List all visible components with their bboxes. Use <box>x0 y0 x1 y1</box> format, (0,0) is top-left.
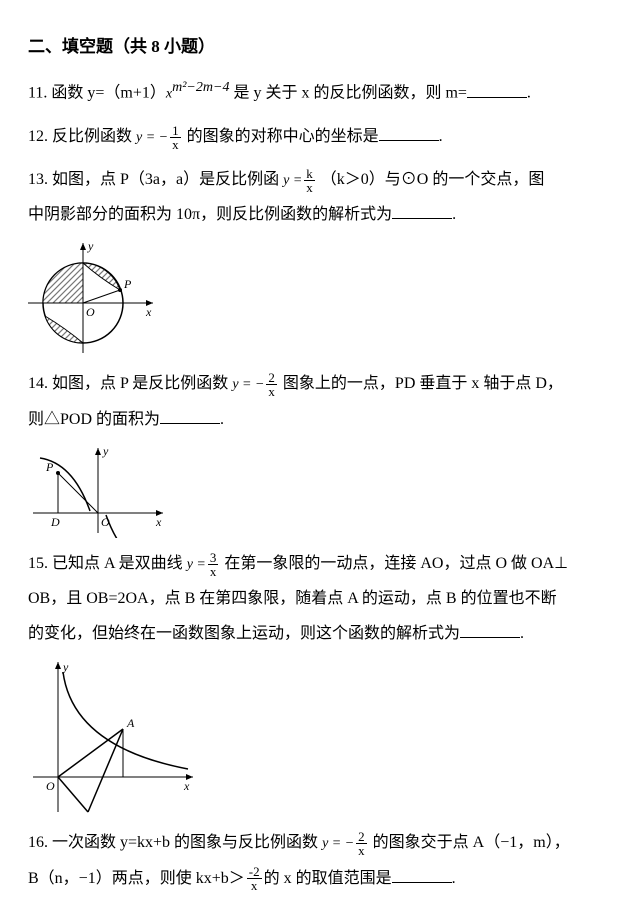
q11-text-post: 是 y 关于 x 的反比例函数，则 m= <box>233 85 466 102</box>
q11-tail: . <box>527 85 531 102</box>
q14-blank <box>160 407 220 424</box>
q12-pre: 12. 反比例函数 <box>28 128 132 145</box>
q12-frac: 1x <box>170 124 181 151</box>
svg-text:O: O <box>86 305 95 319</box>
q14-pre: 14. 如图，点 P 是反比例函数 <box>28 375 228 392</box>
svg-text:P: P <box>45 460 54 474</box>
question-11: 11. 函数 y=（m+1）xm²−2m−4 是 y 关于 x 的反比例函数，则… <box>28 73 628 111</box>
q15-tail: . <box>520 625 524 642</box>
svg-text:y: y <box>87 239 94 253</box>
section-title: 二、填空题（共 8 小题） <box>28 28 628 65</box>
q15-post: 在第一象限的一动点，连接 AO，过点 O 做 OA⊥ <box>224 555 568 572</box>
svg-text:P: P <box>123 277 132 291</box>
question-13: 13. 如图，点 P（3a，a）是反比例函 y =kx （k＞0）与⊙O 的一个… <box>28 162 628 232</box>
question-15: 15. 已知点 A 是双曲线 y =3x 在第一象限的一动点，连接 AO，过点 … <box>28 546 628 652</box>
q11-blank <box>467 81 527 98</box>
q14-figure: y x O P D <box>28 443 168 538</box>
svg-text:A: A <box>126 716 135 730</box>
q13-line2-pre: 中阴影部分的面积为 10π，则反比例函数的解析式为 <box>28 206 392 223</box>
q13-frac: kx <box>304 167 315 194</box>
question-16: 16. 一次函数 y=kx+b 的图象与反比例函数 y = −2x 的图象交于点… <box>28 825 628 895</box>
q15-frac: 3x <box>208 551 219 578</box>
q13-blank <box>392 202 452 219</box>
q11-text-pre: 11. 函数 y=（m+1） <box>28 85 166 102</box>
svg-text:x: x <box>145 305 152 319</box>
q15-line2: OB，且 OB=2OA，点 B 在第四象限，随着点 A 的运动，点 B 的位置也… <box>28 590 557 607</box>
q16-pre: 16. 一次函数 y=kx+b 的图象与反比例函数 <box>28 834 318 851</box>
q16-line2-pre: B（n，−1）两点，则使 kx+b＞ <box>28 870 245 887</box>
q12-eq: y = − <box>136 130 168 145</box>
q16-line2-post: 的 x 的取值范围是 <box>264 870 392 887</box>
svg-text:O: O <box>46 779 55 793</box>
q16-eq: y = − <box>322 836 354 851</box>
q14-tail: . <box>220 411 224 428</box>
svg-text:D: D <box>50 515 60 529</box>
q13-line1-pre: 13. 如图，点 P（3a，a）是反比例函 <box>28 171 279 188</box>
q16-frac: 2x <box>356 830 367 857</box>
q15-blank <box>460 621 520 638</box>
q16-tail: . <box>452 870 456 887</box>
svg-text:B: B <box>86 814 94 817</box>
q14-eq: y = − <box>232 377 264 392</box>
q14-frac: 2x <box>266 371 277 398</box>
question-12: 12. 反比例函数 y = −1x 的图象的对称中心的坐标是. <box>28 119 628 154</box>
svg-text:x: x <box>155 515 162 529</box>
q14-post: 图象上的一点，PD 垂直于 x 轴于点 D， <box>283 375 563 392</box>
q15-line3: 的变化，但始终在一函数图象上运动，则这个函数的解析式为 <box>28 625 460 642</box>
q12-tail: . <box>439 128 443 145</box>
q12-post: 的图象的对称中心的坐标是 <box>187 128 379 145</box>
q15-pre: 15. 已知点 A 是双曲线 <box>28 555 183 572</box>
q15-figure: y x O A B <box>28 657 198 817</box>
svg-text:y: y <box>102 444 109 458</box>
q16-post: 的图象交于点 A（−1，m）， <box>373 834 570 851</box>
q12-blank <box>379 124 439 141</box>
svg-text:x: x <box>183 779 190 793</box>
question-14: 14. 如图，点 P 是反比例函数 y = −2x 图象上的一点，PD 垂直于 … <box>28 366 628 436</box>
q16-blank <box>392 866 452 883</box>
q14-line2: 则△POD 的面积为 <box>28 411 160 428</box>
svg-text:y: y <box>62 660 69 674</box>
q11-exponent: m²−2m−4 <box>172 82 229 94</box>
q13-line1-post: （k＞0）与⊙O 的一个交点，图 <box>321 171 545 188</box>
q13-tail: . <box>452 206 456 223</box>
svg-text:O: O <box>101 515 110 529</box>
q13-figure: y x O P <box>28 238 158 358</box>
q13-eq: y = <box>283 173 302 188</box>
q15-eq: y = <box>187 557 206 572</box>
q16-frac2: -2x <box>247 865 262 892</box>
